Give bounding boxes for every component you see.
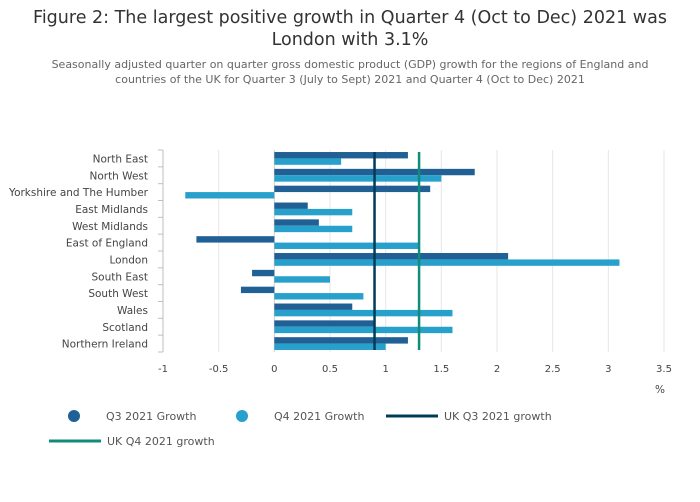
x-axis-title: % (655, 384, 665, 396)
bar-q4-2021-growth-scotland (274, 326, 453, 334)
bar-q4-2021-growth-south-east (274, 276, 330, 283)
legend-marker-q3-2021-growth (68, 410, 80, 422)
bar-q4-2021-growth-south-west (274, 293, 364, 300)
legend-item-uk-q3-2021-growth: UK Q3 2021 growth (386, 410, 552, 423)
bar-q3-2021-growth-east-midlands (274, 202, 308, 209)
bar-q3-2021-growth-north-east (274, 152, 408, 159)
bar-q4-2021-growth-west-midlands (274, 225, 353, 233)
x-tick-label-0-5: -0.5 (209, 364, 229, 375)
x-tick-label-2-5: 2.5 (545, 364, 561, 375)
x-tick-label-1: 1 (382, 364, 388, 375)
legend-label-uk-q3-2021-growth: UK Q3 2021 growth (444, 410, 552, 423)
bar-q4-2021-growth-wales (274, 309, 453, 317)
x-tick-label-0-5: 0.5 (322, 364, 338, 375)
legend-label-uk-q4-2021-growth: UK Q4 2021 growth (107, 435, 215, 448)
bar-q3-2021-growth-london (274, 253, 509, 260)
bar-q4-2021-growth-north-east (274, 158, 342, 165)
legend-label-q4-2021-growth: Q4 2021 Growth (274, 410, 364, 423)
bar-q4-2021-growth-london (274, 259, 620, 266)
legend-item-q3-2021-growth: Q3 2021 Growth (68, 410, 196, 423)
y-tick-label-yorkshire-and-the-humber: Yorkshire and The Humber (8, 187, 149, 199)
y-tick-label-east-of-england: East of England (66, 238, 148, 250)
bar-q3-2021-growth-east-of-england (196, 236, 275, 243)
y-tick-label-south-west: South West (88, 288, 148, 300)
bar-q3-2021-growth-yorkshire-and-the-humber (274, 185, 431, 193)
x-tick-label-1: -1 (158, 364, 168, 375)
y-tick-label-south-east: South East (91, 271, 148, 283)
bar-q3-2021-growth-west-midlands (274, 219, 319, 226)
y-tick-label-west-midlands: West Midlands (72, 221, 148, 233)
x-tick-label-3-5: 3.5 (656, 364, 672, 375)
y-tick-label-north-west: North West (89, 170, 148, 182)
legend-marker-q4-2021-growth (236, 410, 248, 422)
y-tick-label-london: London (110, 254, 149, 266)
bar-q3-2021-growth-south-east (252, 269, 275, 277)
bar-q4-2021-growth-east-midlands (274, 208, 353, 216)
x-tick-label-1-5: 1.5 (433, 364, 449, 375)
chart-title: Figure 2: The largest positive growth in… (33, 8, 667, 50)
y-tick-label-east-midlands: East Midlands (75, 204, 148, 216)
x-tick-label-3: 3 (605, 364, 611, 375)
chart-subtitle: Seasonally adjusted quarter on quarter g… (51, 58, 649, 86)
bar-q3-2021-growth-south-west (240, 286, 275, 294)
bar-q4-2021-growth-north-west (274, 175, 442, 182)
x-tick-label-2: 2 (494, 364, 500, 375)
legend-item-uk-q4-2021-growth: UK Q4 2021 growth (49, 435, 215, 448)
bar-q4-2021-growth-northern-ireland (274, 343, 386, 350)
bar-q3-2021-growth-northern-ireland (274, 337, 408, 344)
bar-q4-2021-growth-yorkshire-and-the-humber (185, 192, 275, 199)
legend-label-q3-2021-growth: Q3 2021 Growth (106, 410, 196, 423)
bar-q4-2021-growth-east-of-england (274, 242, 420, 249)
legend-item-q4-2021-growth: Q4 2021 Growth (236, 410, 364, 423)
y-tick-label-scotland: Scotland (102, 322, 148, 334)
x-tick-label-0: 0 (271, 364, 277, 375)
bar-q3-2021-growth-wales (274, 303, 353, 310)
y-tick-label-north-east: North East (93, 153, 148, 165)
y-tick-label-northern-ireland: Northern Ireland (62, 339, 148, 351)
bar-q3-2021-growth-scotland (274, 320, 375, 327)
y-tick-label-wales: Wales (117, 305, 148, 317)
